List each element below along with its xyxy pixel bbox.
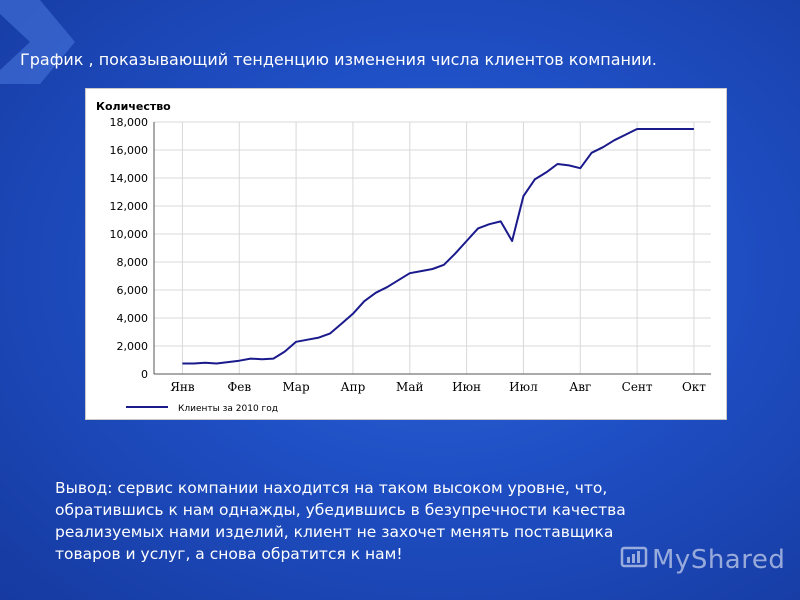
chart-panel: Количество 0 2,000 4,000 6,000 8,000 10,000 12,… (85, 88, 727, 420)
series-line-customers-2010 (182, 128, 694, 365)
y-tick-label: 12,000 (110, 200, 149, 213)
y-tick-label: 0 (141, 368, 148, 381)
y-tick-label: 4,000 (117, 312, 149, 325)
x-tick-label: Апр (341, 380, 366, 394)
customers-line-chart: Количество 0 2,000 4,000 6,000 8,000 10,000 12,… (96, 100, 711, 414)
x-tick-label: Сент (622, 380, 653, 394)
x-tick-label: Июл (509, 380, 538, 394)
y-tick-label: 16,000 (110, 144, 149, 157)
conclusion-text: Вывод: сервис компании находится на тако… (55, 477, 775, 565)
x-tick-label: Май (396, 380, 423, 394)
y-tick-label: 18,000 (110, 116, 149, 129)
x-tick-label: Окт (682, 380, 706, 394)
y-tick-label: 6,000 (117, 284, 149, 297)
corner-chevron-decoration (0, 0, 90, 90)
slide-title: График , показывающий тенденцию изменени… (20, 50, 657, 69)
watermark-text: MyShared (652, 545, 786, 575)
conclusion-line: товаров и услуг, а снова обратится к нам… (55, 545, 403, 563)
x-tick-label: Янв (170, 380, 195, 394)
watermark: MyShared (620, 538, 790, 582)
y-tick-label: 10,000 (110, 228, 149, 241)
watermark-logo-icon (620, 544, 648, 576)
y-tick-label: 14,000 (110, 172, 149, 185)
x-tick-label: Авг (569, 380, 591, 394)
y-tick-label: 8,000 (117, 256, 149, 269)
y-axis-label: Количество (96, 100, 171, 113)
conclusion-line: Вывод: сервис компании находится на тако… (55, 479, 608, 497)
x-tick-label: Фев (227, 380, 251, 394)
x-tick-label: Июн (452, 380, 481, 394)
y-tick-label: 2,000 (117, 340, 149, 353)
conclusion-line: реализуемых нами изделий, клиент не захо… (55, 523, 614, 541)
conclusion-line: обратившись к нам однажды, убедившись в … (55, 501, 626, 519)
x-tick-label: Мар (283, 380, 310, 394)
legend-label: Клиенты за 2010 год (178, 404, 278, 414)
